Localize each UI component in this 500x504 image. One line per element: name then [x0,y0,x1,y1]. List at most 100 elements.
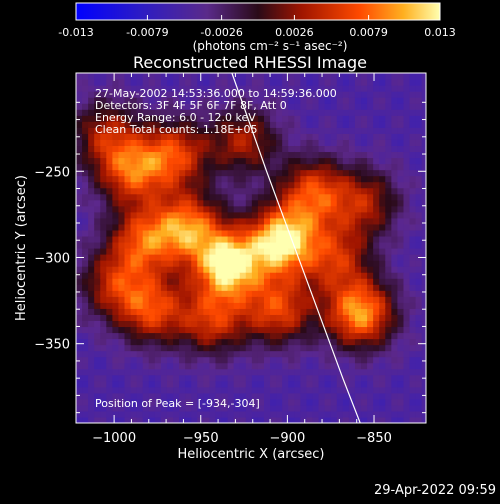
heatmap-cell [324,344,332,352]
heatmap-cell [306,362,314,370]
heatmap-cell [148,103,156,110]
heatmap-cell [227,79,235,86]
heatmap-cell [88,290,95,297]
heatmap-cell [124,175,132,183]
heatmap-cell [215,314,223,322]
heatmap-cell [136,145,144,153]
annotation-line: Detectors: 3F 4F 5F 6F 7F 8F, Att 0 [95,99,287,112]
heatmap-cell [294,368,301,376]
heatmap-cell [124,223,132,231]
heatmap-cell [112,284,120,291]
heatmap-cell [270,380,277,388]
heatmap-cell [373,416,380,423]
heatmap-cell [100,133,107,140]
heatmap-cell [385,392,392,400]
heatmap-cell [209,284,217,291]
heatmap-cell [197,79,204,86]
heatmap-cell [197,139,204,147]
heatmap-cell [227,73,235,80]
heatmap-cell [166,398,174,406]
heatmap-cell [191,332,198,340]
heatmap-cell [94,332,101,340]
heatmap-cell [251,392,259,400]
heatmap-cell [203,241,211,249]
heatmap-cell [76,121,83,128]
heatmap-cell [148,175,156,183]
heatmap-cell [227,103,235,110]
heatmap-cell [361,314,368,322]
heatmap-cell [391,151,399,159]
heatmap-cell [233,326,241,334]
heatmap-cell [348,133,356,140]
heatmap-cell [288,97,295,104]
heatmap-cell [373,362,380,370]
heatmap-cell [330,205,338,213]
heatmap-cell [179,278,186,285]
heatmap-cell [191,248,198,255]
heatmap-cell [166,392,174,400]
heatmap-cell [324,296,332,303]
heatmap-cell [270,85,277,92]
heatmap-cell [270,241,277,249]
heatmap-cell [88,410,95,418]
heatmap-cell [318,254,326,261]
heatmap-cell [397,229,405,237]
heatmap-cell [391,410,399,418]
heatmap-cell [354,169,362,177]
heatmap-cell [239,320,247,328]
heatmap-cell [251,356,259,364]
heatmap-cell [203,392,211,400]
heatmap-cell [282,139,289,147]
heatmap-cell [221,121,229,128]
heatmap-cell [342,374,350,382]
heatmap-cell [379,368,386,376]
heatmap-cell [403,344,411,352]
heatmap-cell [209,241,217,249]
heatmap-cell [361,410,368,418]
heatmap-cell [294,380,301,388]
heatmap-cell [361,266,368,273]
heatmap-cell [82,199,89,207]
heatmap-cell [282,109,289,116]
heatmap-cell [179,284,186,291]
heatmap-cell [409,374,417,382]
heatmap-cell [227,115,235,122]
heatmap-cell [251,410,259,418]
heatmap-cell [154,380,162,388]
heatmap-cell [342,356,350,364]
heatmap-cell [209,229,217,237]
heatmap-cell [336,121,344,128]
heatmap-cell [118,85,126,92]
heatmap-cell [245,145,253,153]
heatmap-cell [403,211,411,219]
heatmap-cell [124,115,132,122]
heatmap-cell [185,229,192,237]
heatmap-cell [88,91,95,98]
heatmap-cell [367,410,374,418]
heatmap-cell [385,284,392,291]
heatmap-cell [239,79,247,86]
heatmap-cell [227,296,235,303]
heatmap-cell [185,290,192,297]
heatmap-cell [173,199,180,207]
heatmap-cell [354,175,362,183]
heatmap-cell [397,115,405,122]
heatmap-cell [361,127,368,134]
heatmap-cell [154,235,162,243]
heatmap-cell [136,254,144,261]
heatmap-cell [106,187,113,195]
heatmap-cell [160,278,168,285]
heatmap-cell [112,217,120,225]
heatmap-cell [136,103,144,110]
heatmap-cell [288,181,295,189]
heatmap-cell [276,115,283,122]
heatmap-cell [154,151,162,159]
heatmap-cell [264,157,271,165]
heatmap-cell [203,97,211,104]
heatmap-cell [179,350,186,358]
heatmap-cell [385,115,392,122]
heatmap-cell [106,103,113,110]
heatmap-cell [82,79,89,86]
heatmap-cell [209,79,217,86]
heatmap-cell [124,314,132,322]
